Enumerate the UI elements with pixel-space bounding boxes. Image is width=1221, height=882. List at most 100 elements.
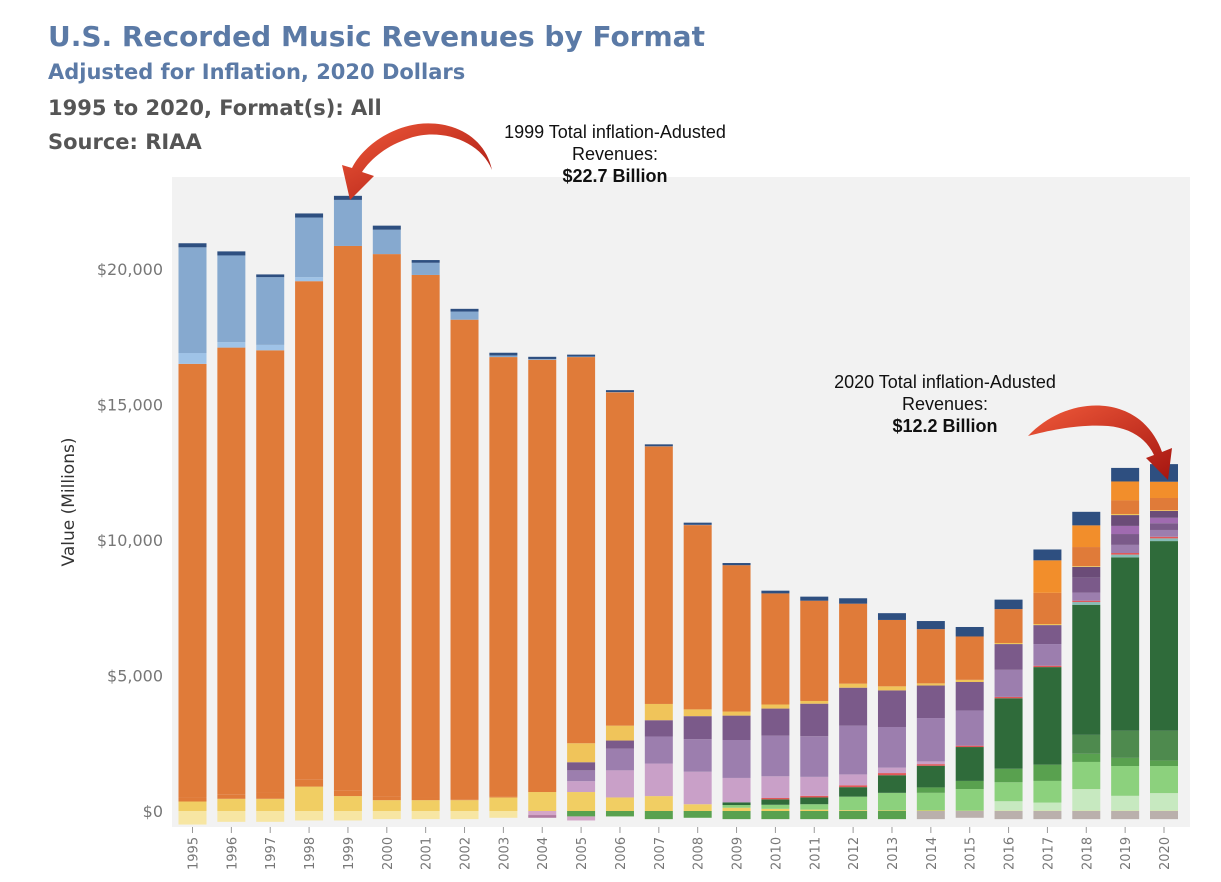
bar-segment-2006-s27[interactable]: [605, 390, 634, 393]
bar-segment-neg-2014-s0[interactable]: [916, 811, 945, 820]
bar-segment-2011-s27[interactable]: [800, 596, 829, 601]
bar-segment-1996-s24[interactable]: [217, 342, 246, 348]
bar-segment-2018-s22[interactable]: [1072, 525, 1101, 548]
bar-segment-2020-s20[interactable]: [1150, 497, 1178, 511]
bar-segment-1995-s1[interactable]: [178, 801, 207, 811]
bar-segment-2005-s20[interactable]: [567, 357, 596, 744]
bar-segment-neg-2008-s3[interactable]: [683, 811, 712, 818]
bar-segment-2020-s15[interactable]: [1150, 523, 1178, 530]
bar-segment-2018-s15[interactable]: [1072, 577, 1101, 593]
bar-segment-2016-s8[interactable]: [994, 698, 1023, 769]
bar-segment-neg-2004-s14[interactable]: [528, 815, 557, 818]
bar-segment-2019-s15[interactable]: [1111, 534, 1140, 545]
bar-segment-2016-s15[interactable]: [994, 644, 1023, 670]
bar-segment-neg-2010-s3[interactable]: [761, 811, 790, 820]
bar-segment-2012-s18[interactable]: [839, 683, 868, 688]
bar-segment-2012-s10[interactable]: [839, 785, 868, 788]
bar-segment-2012-s8[interactable]: [839, 787, 868, 797]
bar-segment-2004-s1[interactable]: [528, 792, 557, 811]
bar-segment-2009-s15[interactable]: [722, 715, 751, 740]
bar-segment-2019-s18[interactable]: [1111, 513, 1140, 516]
bar-segment-neg-2015-s0[interactable]: [955, 811, 984, 818]
bar-segment-2010-s20[interactable]: [761, 593, 790, 705]
bar-segment-2013-s5[interactable]: [877, 792, 906, 811]
bar-segment-2009-s27[interactable]: [722, 563, 751, 566]
bar-segment-2014-s10[interactable]: [916, 764, 945, 766]
bar-segment-2020-s6[interactable]: [1150, 760, 1178, 767]
bar-segment-2020-s10[interactable]: [1150, 536, 1178, 539]
bar-segment-2015-s5[interactable]: [955, 789, 984, 811]
bar-segment-neg-2018-s0[interactable]: [1072, 811, 1101, 820]
bar-segment-2018-s4[interactable]: [1072, 789, 1101, 811]
bar-segment-2012-s12[interactable]: [839, 774, 868, 786]
bar-segment-2015-s8[interactable]: [955, 747, 984, 781]
bar-segment-2008-s27[interactable]: [683, 522, 712, 525]
bar-segment-2018-s27[interactable]: [1072, 511, 1101, 526]
bar-segment-2003-s19[interactable]: [489, 796, 518, 798]
bar-segment-2018-s20[interactable]: [1072, 547, 1101, 567]
bar-segment-2014-s12[interactable]: [916, 761, 945, 765]
bar-segment-2011-s1[interactable]: [800, 809, 829, 811]
bar-segment-2019-s17[interactable]: [1111, 515, 1140, 526]
bar-segment-2001-s20[interactable]: [411, 274, 440, 798]
bar-segment-1996-s19[interactable]: [217, 794, 246, 799]
bar-segment-2011-s18[interactable]: [800, 700, 829, 704]
bar-segment-2011-s13[interactable]: [800, 736, 829, 777]
bar-segment-2020-s17[interactable]: [1150, 511, 1178, 518]
bar-segment-neg-2005-s11[interactable]: [567, 816, 596, 821]
bar-segment-2017-s5[interactable]: [1033, 780, 1062, 803]
bar-segment-2013-s15[interactable]: [877, 690, 906, 727]
bar-segment-1995-s19[interactable]: [178, 797, 207, 802]
bar-segment-2001-s27[interactable]: [411, 260, 440, 263]
bar-segment-neg-2009-s3[interactable]: [722, 811, 751, 820]
bar-segment-2018-s17[interactable]: [1072, 566, 1101, 578]
bar-segment-2015-s13[interactable]: [955, 710, 984, 746]
bar-segment-neg-1999-s2[interactable]: [333, 811, 362, 821]
bar-segment-1999-s19[interactable]: [333, 790, 362, 797]
bar-segment-2010-s13[interactable]: [761, 735, 790, 777]
bar-segment-1997-s1[interactable]: [256, 798, 285, 811]
bar-segment-1995-s20[interactable]: [178, 363, 207, 798]
bar-segment-2012-s1[interactable]: [839, 810, 868, 811]
bar-segment-2008-s15[interactable]: [683, 716, 712, 740]
bar-segment-1997-s20[interactable]: [256, 350, 285, 793]
bar-segment-2009-s8[interactable]: [722, 802, 751, 806]
bar-segment-2008-s12[interactable]: [683, 771, 712, 805]
bar-segment-2006-s13[interactable]: [605, 748, 634, 771]
bar-segment-2013-s20[interactable]: [877, 619, 906, 687]
bar-segment-2000-s1[interactable]: [372, 800, 401, 811]
bar-segment-2006-s18[interactable]: [605, 725, 634, 741]
bar-segment-2015-s10[interactable]: [955, 745, 984, 748]
bar-segment-2012-s20[interactable]: [839, 603, 868, 684]
bar-segment-2012-s13[interactable]: [839, 725, 868, 775]
bar-segment-2005-s25[interactable]: [567, 356, 596, 358]
bar-segment-2014-s15[interactable]: [916, 685, 945, 719]
bar-segment-2005-s27[interactable]: [567, 354, 596, 357]
bar-segment-neg-2019-s0[interactable]: [1111, 811, 1140, 820]
bar-segment-1997-s24[interactable]: [256, 344, 285, 351]
bar-segment-2016-s10[interactable]: [994, 696, 1023, 699]
bar-segment-1996-s1[interactable]: [217, 798, 246, 811]
bar-segment-2017-s8[interactable]: [1033, 667, 1062, 765]
bar-segment-1999-s25[interactable]: [333, 199, 362, 246]
bar-segment-2011-s5[interactable]: [800, 804, 829, 810]
bar-segment-2000-s27[interactable]: [372, 225, 401, 230]
bar-segment-2014-s18[interactable]: [916, 683, 945, 686]
bar-segment-2005-s15[interactable]: [567, 762, 596, 771]
bar-segment-neg-2002-s2[interactable]: [450, 811, 479, 820]
bar-segment-2012-s15[interactable]: [839, 687, 868, 726]
bar-segment-2014-s27[interactable]: [916, 621, 945, 630]
bar-segment-2005-s1[interactable]: [567, 792, 596, 811]
bar-segment-1998-s24[interactable]: [295, 277, 324, 282]
bar-segment-2017-s6[interactable]: [1033, 764, 1062, 781]
bar-segment-2007-s12[interactable]: [644, 763, 673, 797]
bar-segment-2013-s12[interactable]: [877, 767, 906, 774]
bar-segment-2007-s1[interactable]: [644, 796, 673, 811]
bar-segment-1998-s27[interactable]: [295, 213, 324, 218]
bar-segment-neg-2000-s2[interactable]: [372, 811, 401, 820]
bar-segment-2018-s18[interactable]: [1072, 566, 1101, 567]
bar-segment-2011-s12[interactable]: [800, 776, 829, 796]
bar-segment-2008-s18[interactable]: [683, 709, 712, 717]
bar-segment-2019-s10[interactable]: [1111, 553, 1140, 555]
bar-segment-2015-s6[interactable]: [955, 780, 984, 790]
